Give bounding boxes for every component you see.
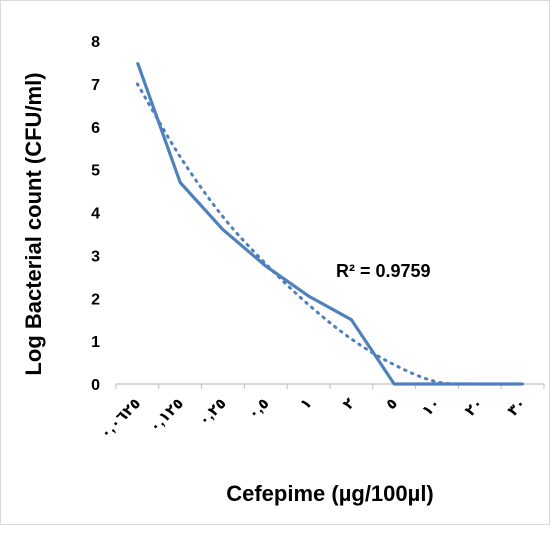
y-tick-label: 1 [91, 334, 100, 351]
y-tick-label: 0 [91, 377, 100, 394]
x-tick-label: ٠,١٢٥ [146, 395, 187, 436]
x-axis-title: Cefepime (µg/100µl) [226, 481, 434, 506]
y-axis-title: Log Bacterial count (CFU/ml) [21, 72, 46, 375]
x-tick-label: ٠,٠٦٢٥ [97, 395, 144, 442]
x-tick-label: ٢ [340, 395, 358, 413]
y-tick-labels: 0 1 2 3 4 5 6 7 8 [91, 34, 100, 394]
y-tick-label: 8 [91, 34, 100, 51]
r-squared-label: R² = 0.9759 [336, 261, 431, 281]
x-tick-label: ٥ [383, 395, 401, 413]
y-tick-label: 6 [91, 120, 100, 137]
x-tick-label: ٢٠ [462, 395, 487, 420]
chart-frame [0, 0, 550, 525]
y-tick-label: 3 [91, 248, 100, 265]
x-tick-label: ٣٠ [504, 395, 529, 420]
y-tick-label: 7 [91, 77, 100, 94]
x-tick-label: ١٠ [419, 395, 444, 420]
x-tick-label: ٠,٥ [245, 395, 273, 423]
series-line [135, 61, 523, 386]
x-tick-label: ١ [297, 395, 315, 413]
x-tick-label: ٠,٢٥ [195, 395, 229, 429]
x-tick-labels: ٠,٠٦٢٥ ٠,١٢٥ ٠,٢٥ ٠,٥ ١ ٢ ٥ ١٠ ٢٠ ٣٠ [97, 395, 530, 442]
y-tick-label: 2 [91, 291, 100, 308]
y-tick-label: 5 [91, 163, 100, 180]
trendline [135, 82, 525, 386]
y-tick-label: 4 [91, 206, 100, 223]
